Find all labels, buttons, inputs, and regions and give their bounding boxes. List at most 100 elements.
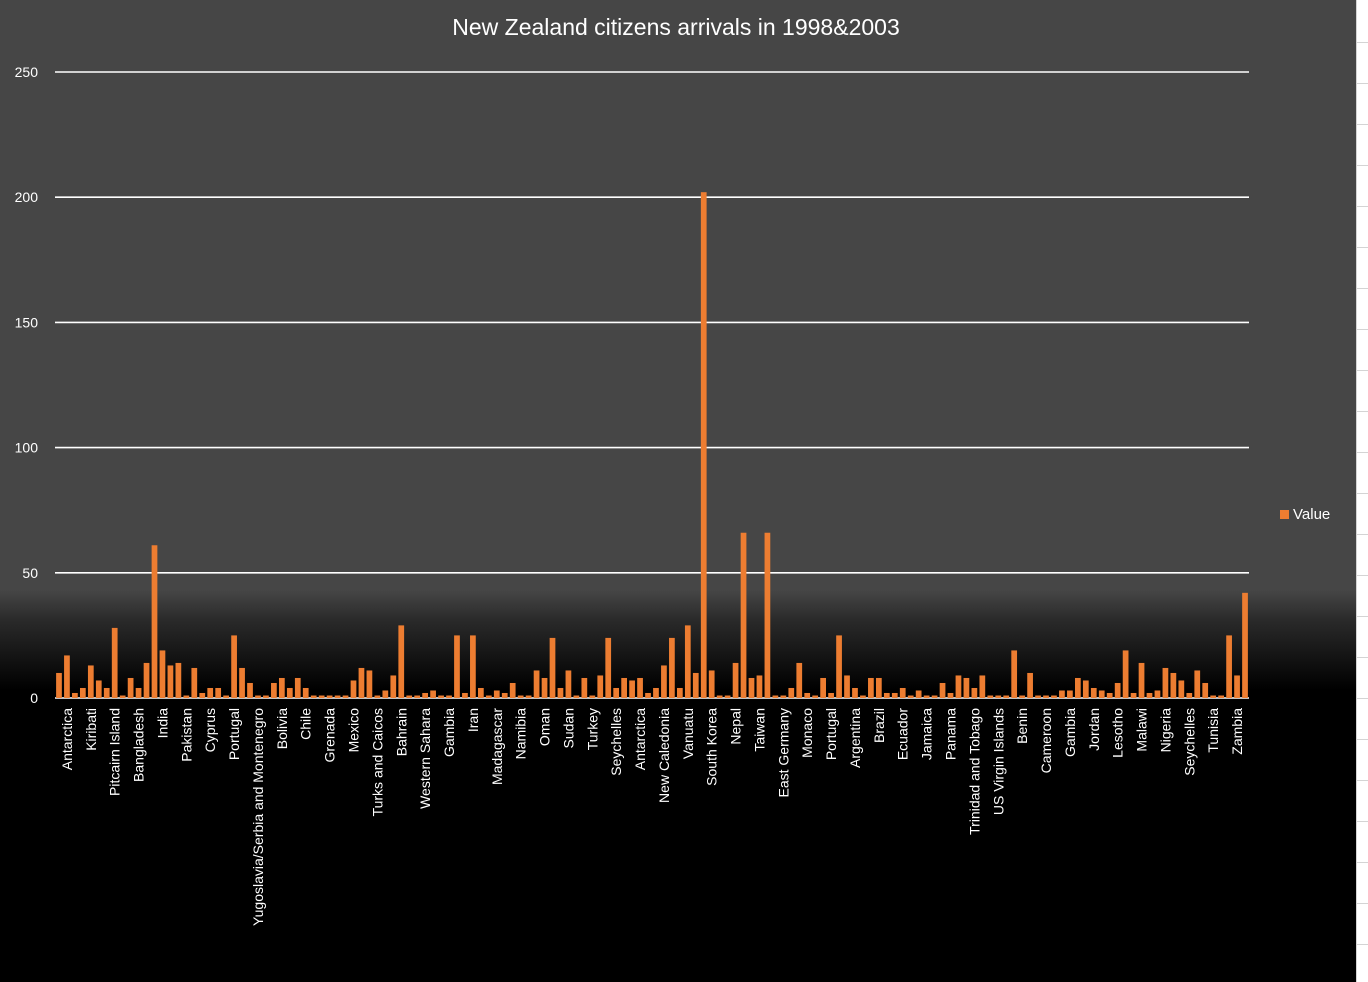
x-tick-label: Pitcairn Island [107,708,123,796]
bar [462,692,468,698]
bar [56,672,62,698]
bar [732,662,739,698]
bar [581,677,588,698]
bar [637,677,643,698]
x-tick-label: Taiwan [751,708,767,752]
y-axis-tick-labels: 0 50 100 150 200 250 [15,64,39,706]
x-tick-label: Gambia [1062,708,1078,757]
bar [342,695,349,698]
x-tick-label: Tunisia [1205,708,1221,753]
bar [716,695,723,698]
bar [573,695,580,698]
y-tick-label: 150 [15,314,39,330]
bar [939,682,946,698]
bar [223,695,229,698]
bar [1186,692,1193,698]
x-tick-label: Brazil [871,708,887,743]
x-tick-label: Cyprus [202,708,218,752]
bar [1170,672,1177,698]
x-tick-label: India [154,708,170,739]
bar [899,687,906,698]
x-tick-label: Antarctica [59,708,75,770]
bar [1226,635,1232,698]
x-tick-label: Cameroon [1038,708,1054,773]
bar [796,662,803,698]
bar [119,695,126,698]
bar [661,665,667,698]
x-tick-label: Lesotho [1110,708,1126,758]
y-tick-label: 250 [15,64,39,80]
bar [374,695,381,698]
bar [645,692,651,698]
bar [493,690,500,698]
x-tick-label: Kiribati [83,708,99,751]
bar [509,682,516,698]
bar [1098,690,1105,698]
x-tick-label: Nepal [728,708,744,745]
x-tick-label: Jordan [1086,708,1102,751]
bar [438,695,444,698]
bar [549,637,556,698]
bar [1130,692,1137,698]
x-tick-label: Seychelles [1181,708,1197,776]
bar [780,695,787,698]
bar [987,695,994,698]
bar [836,635,842,698]
bar [979,675,986,698]
bar [422,692,428,698]
bar [517,695,524,698]
x-tick-label: Grenada [322,708,338,763]
x-tick-label: Seychelles [608,708,624,776]
x-tick-label: Monaco [799,708,815,758]
bar [207,687,214,698]
x-tick-label: Bahrain [393,708,409,756]
bar [501,692,508,698]
bar [64,655,70,698]
x-axis-tick-labels: Antarctica Kiribati Pitcairn Island Banglad… [59,708,1245,926]
bar [103,687,110,698]
bar [350,680,357,698]
x-tick-label: Madagascar [489,708,505,785]
bar [1043,695,1049,698]
bar [175,662,182,698]
bar [302,687,309,698]
bar [1202,682,1209,698]
bar [533,670,540,698]
x-tick-label: Western Sahara [417,708,433,809]
bar [1194,670,1201,698]
x-tick-label: Turks and Caicos [369,708,385,816]
bar [430,690,436,698]
x-tick-label: Nigeria [1157,708,1173,753]
bar [135,687,142,698]
bar [1234,675,1240,698]
bar [95,680,102,698]
bar [923,695,930,698]
bar [1154,690,1161,698]
bar [724,695,731,698]
bar [72,692,78,698]
bar [390,675,397,698]
bar [740,532,747,698]
bar [525,695,532,698]
bar [629,680,635,698]
x-tick-label: Iran [465,708,481,732]
bar [1011,650,1018,698]
bar [310,695,317,698]
spreadsheet-edge [1356,0,1368,982]
x-tick-label: East Germany [775,708,791,797]
chart-title: New Zealand citizens arrivals in 1998&20… [452,14,900,40]
x-tick-label: Malawi [1134,708,1150,752]
bar [844,675,850,698]
bar [470,635,476,698]
bar [589,695,596,698]
legend-label: Value [1293,506,1331,523]
bar [692,672,699,698]
bar [868,677,874,698]
bar [1035,695,1041,698]
bar [820,677,826,698]
bar [485,695,492,698]
legend-swatch [1280,510,1289,519]
x-tick-label: Vanuatu [680,708,696,759]
bar [907,695,914,698]
bar [79,687,86,698]
